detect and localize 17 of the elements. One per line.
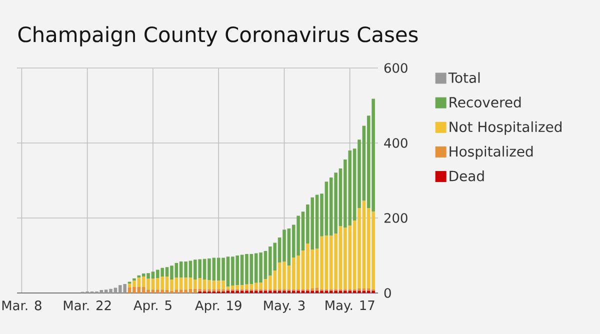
legend-label: Recovered <box>450 96 521 108</box>
x-tick-label: Mar. 8 <box>2 300 42 310</box>
legend-label: Total <box>448 72 480 83</box>
legend-label: Not Hospitalized <box>450 121 562 135</box>
chart-title: Champaign County Coronavirus Cases <box>18 26 418 46</box>
x-tick-label: May. 17 <box>326 300 374 313</box>
x-tick-label: Apr. 5 <box>134 300 172 313</box>
y-tick-label: 0 <box>384 288 391 298</box>
x-tick-label: May. 3 <box>264 300 305 313</box>
bar <box>132 278 136 281</box>
legend-label: Dead <box>450 170 484 182</box>
y-tick-label: 400 <box>384 138 408 148</box>
y-tick-label: 200 <box>384 213 408 223</box>
x-tick-label: Mar. 22 <box>64 300 111 310</box>
x-tick-label: Apr. 19 <box>195 300 242 313</box>
legend-label: Hospitalized <box>450 146 533 160</box>
y-tick-label: 600 <box>384 63 408 73</box>
